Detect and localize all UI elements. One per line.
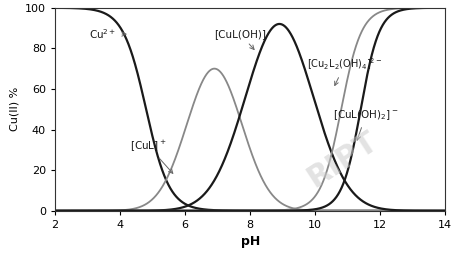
Text: [Cu$_2$L$_2$(OH)$_4$]$^{2-}$: [Cu$_2$L$_2$(OH)$_4$]$^{2-}$ <box>307 57 383 85</box>
X-axis label: pH: pH <box>241 235 260 248</box>
Text: [CuL]$^+$: [CuL]$^+$ <box>130 138 173 173</box>
Text: RIPT: RIPT <box>301 127 382 193</box>
Y-axis label: Cu(II) %: Cu(II) % <box>10 87 19 131</box>
Text: [CuL(OH)]: [CuL(OH)] <box>214 29 266 50</box>
Text: Cu$^{2+}$: Cu$^{2+}$ <box>89 27 126 41</box>
Text: [CuL(OH)$_2$]$^-$: [CuL(OH)$_2$]$^-$ <box>333 108 399 140</box>
